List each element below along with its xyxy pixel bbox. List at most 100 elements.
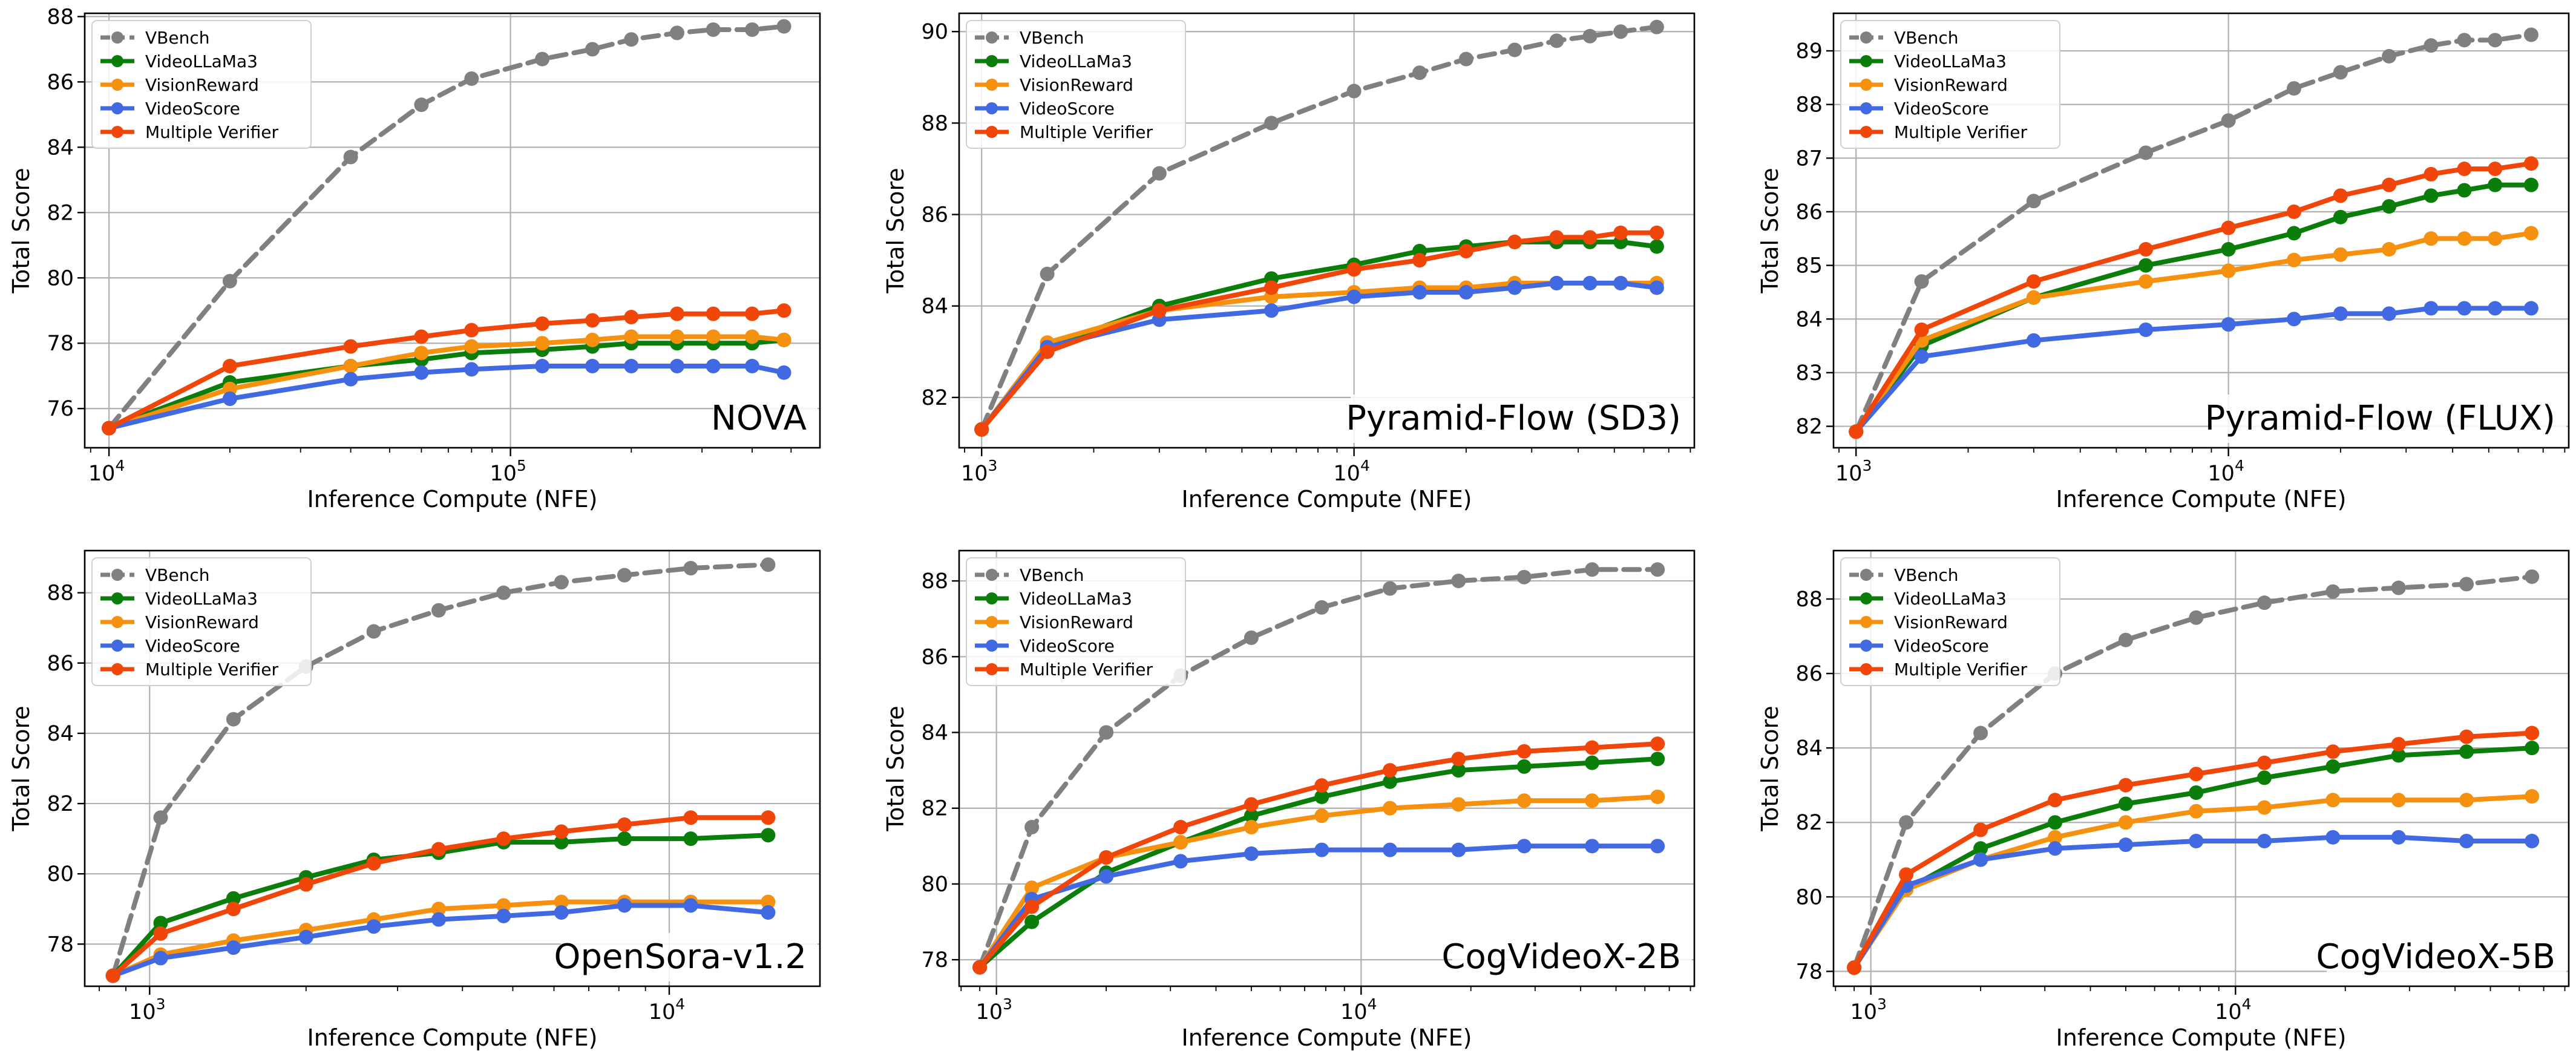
data-point xyxy=(761,905,776,920)
y-tick-label: 82 xyxy=(921,386,948,410)
data-point xyxy=(2523,226,2538,241)
data-point xyxy=(366,919,381,934)
legend-label: VBench xyxy=(145,28,209,48)
data-point xyxy=(1314,842,1329,857)
x-tick-label: 105 xyxy=(490,457,526,486)
data-point xyxy=(2286,204,2301,219)
data-point xyxy=(1650,839,1665,854)
data-point xyxy=(2459,744,2474,759)
data-point xyxy=(105,968,120,983)
data-point xyxy=(706,306,721,321)
chart-panel-3: 82 83 84 85 86 87 88 89 103 104 VBench VideoLLaMa3 V… xyxy=(1757,12,2570,512)
legend-box xyxy=(966,20,1186,149)
x-tick-exponent: 5 xyxy=(517,457,526,474)
data-point xyxy=(1582,275,1598,290)
data-point xyxy=(2257,800,2272,815)
data-point xyxy=(2138,258,2154,273)
data-point xyxy=(585,42,600,57)
y-axis-label: Total Score xyxy=(8,168,34,293)
data-point xyxy=(1899,867,1914,882)
legend-label: Multiple Verifier xyxy=(1020,660,1153,679)
data-point xyxy=(1383,842,1398,857)
legend-label: VisionReward xyxy=(145,75,259,95)
y-tick-label: 86 xyxy=(1795,200,1823,224)
legend-marker xyxy=(986,663,998,675)
data-point xyxy=(2523,27,2538,42)
series-line xyxy=(1853,161,2534,434)
data-point xyxy=(2424,188,2439,203)
data-point xyxy=(153,926,168,941)
data-point xyxy=(2488,231,2503,246)
data-point xyxy=(2424,231,2439,246)
data-point xyxy=(1451,797,1466,812)
data-point xyxy=(1383,581,1398,596)
data-point xyxy=(535,359,550,374)
data-point xyxy=(1585,740,1600,755)
y-tick-label: 88 xyxy=(47,5,74,29)
x-tick-exponent: 4 xyxy=(1360,457,1370,474)
y-axis-label: Total Score xyxy=(8,706,34,831)
data-point xyxy=(343,339,358,354)
data-point xyxy=(761,810,776,825)
data-point xyxy=(2221,113,2236,128)
data-point xyxy=(1507,280,1522,295)
y-tick-label: 84 xyxy=(1795,307,1823,332)
y-tick-label: 83 xyxy=(1795,361,1823,385)
data-point xyxy=(2523,177,2538,192)
data-point xyxy=(1346,83,1362,99)
data-point xyxy=(2382,199,2397,214)
data-point xyxy=(496,831,511,846)
data-point xyxy=(2048,841,2063,856)
data-point xyxy=(683,810,698,825)
legend-marker xyxy=(111,616,123,628)
data-point xyxy=(554,894,569,909)
data-point xyxy=(1973,725,1988,741)
legend-label: VideoScore xyxy=(1020,99,1115,119)
data-point xyxy=(1024,880,1040,895)
x-axis-label: Inference Compute (NFE) xyxy=(1182,486,1472,512)
data-point xyxy=(496,908,511,923)
data-point xyxy=(1314,600,1329,615)
x-tick-label: 104 xyxy=(2207,457,2244,486)
x-tick-label: 103 xyxy=(961,457,997,486)
data-point xyxy=(535,51,550,67)
data-point xyxy=(1585,562,1600,577)
data-point xyxy=(745,22,760,37)
x-tick-label: 103 xyxy=(1850,995,1886,1024)
data-point xyxy=(1244,846,1259,861)
legend-marker xyxy=(1860,569,1872,581)
data-point xyxy=(2457,162,2472,177)
data-point xyxy=(1152,166,1167,181)
data-point xyxy=(2325,759,2341,774)
x-tick-exponent: 3 xyxy=(1863,457,1872,474)
x-tick-label: 104 xyxy=(1340,995,1377,1024)
data-point xyxy=(1451,763,1466,778)
data-point xyxy=(1024,899,1040,914)
chart-title: Pyramid-Flow (SD3) xyxy=(1346,399,1681,438)
data-point xyxy=(226,940,241,955)
data-point xyxy=(2457,33,2472,48)
data-point xyxy=(2221,242,2236,257)
legend-marker xyxy=(986,616,998,628)
legend-marker xyxy=(1860,640,1872,652)
axes-frame xyxy=(1832,549,2570,987)
axes-frame xyxy=(84,549,821,987)
data-point xyxy=(2286,81,2301,96)
data-point xyxy=(2221,317,2236,332)
data-point xyxy=(1451,842,1466,857)
x-tick-label: 103 xyxy=(1835,457,1872,486)
chart-panel-2: 82 84 86 88 90 103 104 VBench VideoLLaMa3 VisionR… xyxy=(882,12,1696,512)
legend-label: VideoLLaMa3 xyxy=(1894,589,2007,609)
data-point xyxy=(226,712,241,727)
data-point xyxy=(683,561,698,576)
data-point xyxy=(1383,763,1398,778)
data-point xyxy=(153,915,168,931)
chart-title-box xyxy=(713,395,818,443)
legend-label: VideoLLaMa3 xyxy=(145,589,258,609)
data-point xyxy=(2118,815,2133,830)
data-point xyxy=(414,365,429,380)
y-tick-label: 86 xyxy=(921,645,948,669)
x-tick-exponent: 4 xyxy=(115,457,125,474)
data-point xyxy=(2138,145,2154,160)
x-tick-exponent: 4 xyxy=(2235,457,2244,474)
